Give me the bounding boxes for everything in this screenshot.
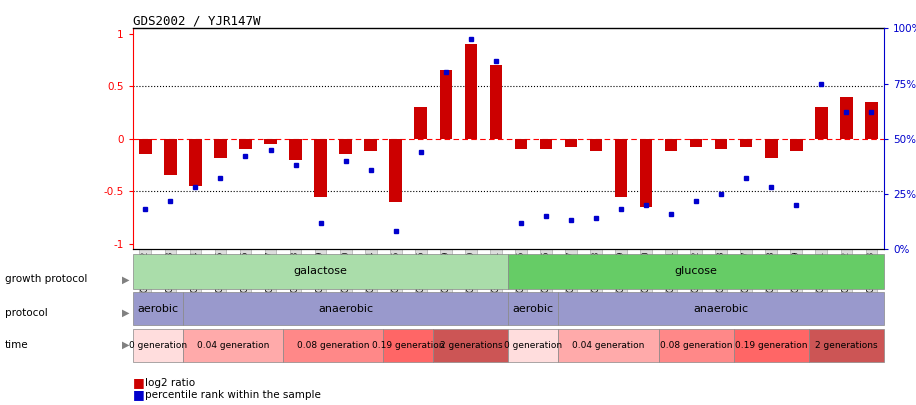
- Bar: [515, 139, 528, 149]
- Text: 0 generation: 0 generation: [129, 341, 187, 350]
- Bar: [659, 329, 734, 362]
- Text: ▶: ▶: [122, 308, 129, 318]
- Bar: [734, 329, 809, 362]
- Bar: [440, 70, 452, 139]
- Bar: [639, 139, 652, 207]
- Bar: [239, 139, 252, 149]
- Text: 2 generations: 2 generations: [815, 341, 878, 350]
- Bar: [133, 329, 183, 362]
- Text: 0.19 generation: 0.19 generation: [735, 341, 808, 350]
- Text: 0.04 generation: 0.04 generation: [197, 341, 269, 350]
- Bar: [189, 139, 202, 186]
- Bar: [809, 329, 884, 362]
- Bar: [389, 139, 402, 202]
- Bar: [289, 139, 301, 160]
- Bar: [690, 139, 703, 147]
- Bar: [559, 292, 884, 325]
- Text: aerobic: aerobic: [137, 304, 179, 314]
- Text: glucose: glucose: [675, 266, 717, 276]
- Text: ■: ■: [133, 388, 145, 401]
- Bar: [615, 139, 627, 196]
- Bar: [508, 254, 884, 289]
- Text: ▶: ▶: [122, 340, 129, 350]
- Bar: [264, 139, 277, 144]
- Text: 0.19 generation: 0.19 generation: [372, 341, 444, 350]
- Bar: [815, 107, 827, 139]
- Text: growth protocol: growth protocol: [5, 275, 87, 284]
- Text: 0.08 generation: 0.08 generation: [297, 341, 369, 350]
- Bar: [559, 329, 659, 362]
- Bar: [283, 329, 383, 362]
- Text: aerobic: aerobic: [513, 304, 554, 314]
- Text: protocol: protocol: [5, 308, 48, 318]
- Bar: [365, 139, 376, 151]
- Bar: [840, 97, 853, 139]
- Bar: [564, 139, 577, 147]
- Bar: [183, 292, 508, 325]
- Bar: [590, 139, 603, 151]
- Bar: [865, 102, 878, 139]
- Bar: [214, 139, 226, 158]
- Bar: [139, 139, 151, 154]
- Bar: [540, 139, 552, 149]
- Bar: [414, 107, 427, 139]
- Text: anaerobic: anaerobic: [693, 304, 748, 314]
- Text: 2 generations: 2 generations: [440, 341, 502, 350]
- Text: time: time: [5, 340, 28, 350]
- Text: galactose: galactose: [294, 266, 347, 276]
- Bar: [665, 139, 677, 151]
- Text: log2 ratio: log2 ratio: [145, 378, 195, 388]
- Bar: [714, 139, 727, 149]
- Text: anaerobic: anaerobic: [318, 304, 373, 314]
- Bar: [508, 292, 559, 325]
- Text: 0 generation: 0 generation: [505, 341, 562, 350]
- Bar: [433, 329, 508, 362]
- Text: 0.08 generation: 0.08 generation: [660, 341, 733, 350]
- Bar: [790, 139, 802, 151]
- Bar: [164, 139, 177, 175]
- Bar: [508, 329, 559, 362]
- Text: percentile rank within the sample: percentile rank within the sample: [145, 390, 321, 400]
- Text: 0.04 generation: 0.04 generation: [572, 341, 645, 350]
- Text: GDS2002 / YJR147W: GDS2002 / YJR147W: [133, 14, 260, 27]
- Bar: [183, 329, 283, 362]
- Bar: [740, 139, 752, 147]
- Bar: [339, 139, 352, 154]
- Bar: [383, 329, 433, 362]
- Bar: [133, 254, 508, 289]
- Bar: [314, 139, 327, 196]
- Bar: [464, 44, 477, 139]
- Bar: [489, 65, 502, 139]
- Text: ▶: ▶: [122, 275, 129, 284]
- Bar: [133, 292, 183, 325]
- Bar: [765, 139, 778, 158]
- Text: ■: ■: [133, 376, 145, 389]
